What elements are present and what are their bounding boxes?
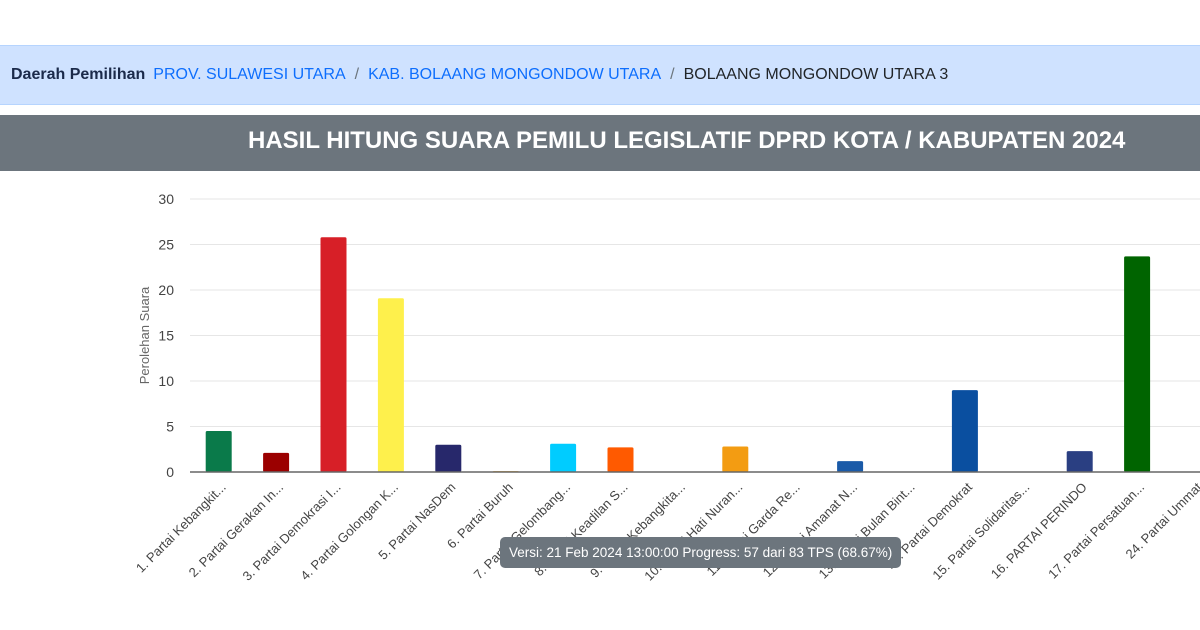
bar xyxy=(837,461,864,472)
bar xyxy=(435,444,462,472)
breadcrumb: Daerah Pemilihan PROV. SULAWESI UTARA / … xyxy=(0,45,1200,105)
bar xyxy=(951,390,978,472)
breadcrumb-separator: / xyxy=(354,66,360,83)
y-axis-label: Perolehan Suara xyxy=(137,286,152,384)
x-tick-label: 17. Partai Persatuan... xyxy=(1045,480,1147,582)
breadcrumb-separator: / xyxy=(670,66,675,83)
bar xyxy=(1066,451,1093,472)
bar xyxy=(205,431,232,472)
x-tick-label: 10. Partai Hati Nuran... xyxy=(641,480,745,584)
y-tick-label: 10 xyxy=(158,373,174,389)
breadcrumb-regency-link[interactable]: KAB. BOLAANG MONGONDOW UTARA xyxy=(368,66,662,83)
y-tick-label: 15 xyxy=(158,328,174,344)
bar xyxy=(263,452,290,472)
bar xyxy=(550,443,577,472)
bar xyxy=(320,237,347,472)
x-tick-label: 3. Partai Demokrasi I... xyxy=(240,480,344,584)
breadcrumb-current: BOLAANG MONGONDOW UTARA 3 xyxy=(683,66,949,83)
page-title: HASIL HITUNG SUARA PEMILU LEGISLATIF DPR… xyxy=(0,115,1200,171)
y-tick-label: 0 xyxy=(166,464,174,480)
breadcrumb-province-link[interactable]: PROV. SULAWESI UTARA xyxy=(153,66,346,83)
bar xyxy=(722,446,749,472)
bar xyxy=(607,447,634,472)
y-tick-label: 5 xyxy=(166,419,174,435)
y-tick-label: 20 xyxy=(158,282,174,298)
bar xyxy=(377,298,404,472)
x-tick-label: 16. PARTAI PERINDO xyxy=(988,480,1090,582)
x-tick-label: 15. Partai Solidaritas... xyxy=(929,480,1032,583)
x-tick-label: 4. Partai Golongan K... xyxy=(297,480,401,584)
y-tick-label: 30 xyxy=(158,191,174,207)
bar xyxy=(1124,256,1151,472)
breadcrumb-label: Daerah Pemilihan xyxy=(11,66,146,83)
version-progress-tooltip: Versi: 21 Feb 2024 13:00:00 Progress: 57… xyxy=(500,537,902,568)
x-tick-label: 2. Partai Gerakan In... xyxy=(186,480,287,581)
y-tick-label: 25 xyxy=(158,237,174,253)
